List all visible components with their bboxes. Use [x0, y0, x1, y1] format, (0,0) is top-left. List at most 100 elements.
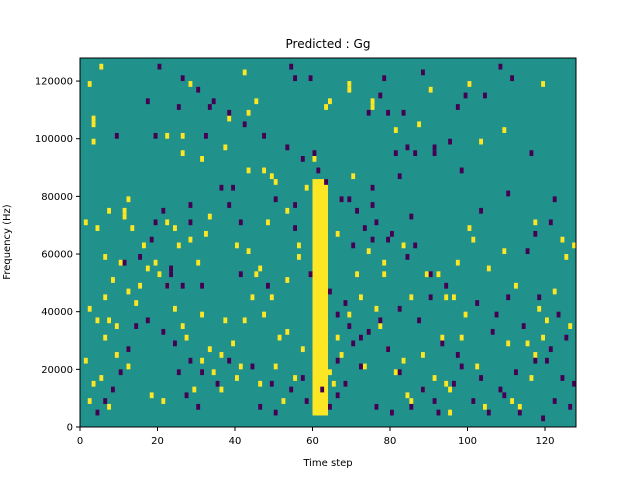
heatmap-cell-low: [285, 144, 290, 151]
heatmap-cell-high: [328, 98, 332, 105]
y-tick-label: 60000: [41, 250, 73, 261]
heatmap-cell-high: [269, 173, 274, 180]
heatmap-cell-low: [490, 328, 495, 335]
heatmap-cell-high: [393, 127, 398, 133]
plot-frame: [79, 57, 577, 428]
heatmap-cell-low: [421, 69, 425, 76]
heatmap-cell-low: [417, 317, 421, 324]
heatmap-cell-high: [180, 150, 185, 157]
heatmap-cell-high: [448, 409, 452, 416]
heatmap-cell-high: [134, 300, 139, 306]
heatmap-cell-high: [223, 144, 228, 151]
heatmap-cell-high: [192, 386, 197, 393]
heatmap-cell-low: [366, 109, 371, 116]
heatmap-cell-low: [386, 109, 390, 116]
x-tick-label: 60: [306, 436, 319, 447]
heatmap-cell-low: [153, 219, 158, 226]
heatmap-cell-high: [370, 98, 375, 105]
heatmap-cell-low: [153, 132, 158, 139]
heatmap-cell-low: [405, 254, 410, 260]
heatmap-cell-high: [250, 294, 255, 301]
heatmap-cell-low: [328, 288, 332, 295]
heatmap-cell-high: [335, 230, 340, 237]
heatmap-cell-low: [548, 346, 553, 353]
heatmap-cell-high: [165, 219, 170, 226]
heatmap-cell-high: [130, 225, 135, 231]
heatmap-cell-high: [223, 317, 228, 324]
heatmap-cell-low: [529, 150, 534, 157]
heatmap-cell-high: [502, 248, 507, 255]
heatmap-cell-low: [196, 403, 201, 410]
heatmap-cell-high: [382, 259, 387, 266]
heatmap-cell-low: [231, 184, 235, 191]
heatmap-cell-low: [111, 386, 115, 393]
heatmap-cell-low: [207, 104, 212, 110]
x-axis-label: Time step: [302, 458, 352, 469]
heatmap-cell-high: [347, 86, 352, 93]
heatmap-cell-high: [219, 352, 224, 358]
heatmap-cell-high: [246, 109, 251, 116]
heatmap-cell-low: [289, 386, 294, 393]
heatmap-cell-high: [118, 259, 123, 266]
heatmap-cell-high: [153, 259, 158, 266]
heatmap-cell-low: [560, 375, 565, 381]
heatmap-cell-low: [351, 242, 356, 249]
heatmap-cell-high: [99, 375, 104, 381]
heatmap-cell-high: [262, 311, 266, 318]
heatmap-cell-low: [293, 225, 297, 231]
heatmap-cell-high: [382, 271, 387, 278]
heatmap-cell-high: [207, 213, 212, 220]
heatmap-cell-high: [424, 271, 429, 278]
heatmap-cell-high: [432, 375, 437, 381]
heatmap-cell-low: [157, 63, 162, 70]
heatmap-cell-high: [529, 375, 534, 381]
heatmap-cell-low: [320, 386, 325, 393]
heatmap-cell-high: [99, 63, 104, 70]
heatmap-cell-low: [355, 207, 359, 214]
heatmap-cell-high: [157, 271, 162, 278]
heatmap-cell-low: [370, 236, 375, 243]
heatmap-cell-low: [343, 380, 348, 387]
heatmap-cell-high: [138, 282, 142, 289]
heatmap-cell-high: [537, 305, 542, 312]
heatmap-cell-low: [347, 196, 352, 203]
heatmap-cell-high: [173, 305, 177, 312]
heatmap-cell-high: [196, 259, 201, 266]
x-tick-label: 80: [384, 436, 397, 447]
heatmap-cell-high: [362, 363, 367, 370]
heatmap-cell-low: [335, 357, 340, 364]
heatmap-cell-high: [273, 363, 278, 370]
heatmap-cell-low: [211, 98, 216, 105]
heatmap-cell-high: [145, 265, 150, 272]
heatmap-cell-high: [312, 207, 317, 214]
heatmap-cell-high: [91, 115, 96, 122]
heatmap-cell-high: [533, 352, 538, 358]
heatmap-cell-high: [514, 282, 518, 289]
heatmap-cell-low: [134, 323, 139, 329]
heatmap-cell-low: [169, 265, 173, 272]
heatmap-cell-high: [103, 294, 108, 301]
heatmap-cell-high: [324, 104, 328, 110]
heatmap-cell-low: [335, 311, 340, 318]
heatmap-cell-high: [238, 363, 243, 370]
heatmap-cell-low: [455, 104, 460, 110]
heatmap-cell-low: [328, 403, 332, 410]
heatmap-cell-low: [397, 305, 402, 312]
heatmap-cell-high: [200, 357, 204, 364]
heatmap-cell-high: [87, 305, 92, 312]
heatmap-cell-low: [145, 317, 150, 324]
heatmap-cell-low: [386, 346, 390, 353]
heatmap-cell-high: [560, 236, 565, 243]
heatmap-cell-high: [428, 86, 433, 93]
heatmap-cell-high: [95, 225, 100, 231]
heatmap-cell-low: [266, 282, 270, 289]
heatmap-cell-high: [347, 81, 352, 87]
heatmap-cell-low: [122, 259, 127, 266]
heatmap-cell-high: [393, 369, 398, 376]
heatmap-cell-high: [552, 288, 557, 295]
heatmap-cell-low: [494, 311, 499, 318]
heatmap-cell-low: [533, 357, 538, 364]
x-tick-label: 100: [458, 436, 477, 447]
heatmap-cell-low: [390, 409, 394, 416]
